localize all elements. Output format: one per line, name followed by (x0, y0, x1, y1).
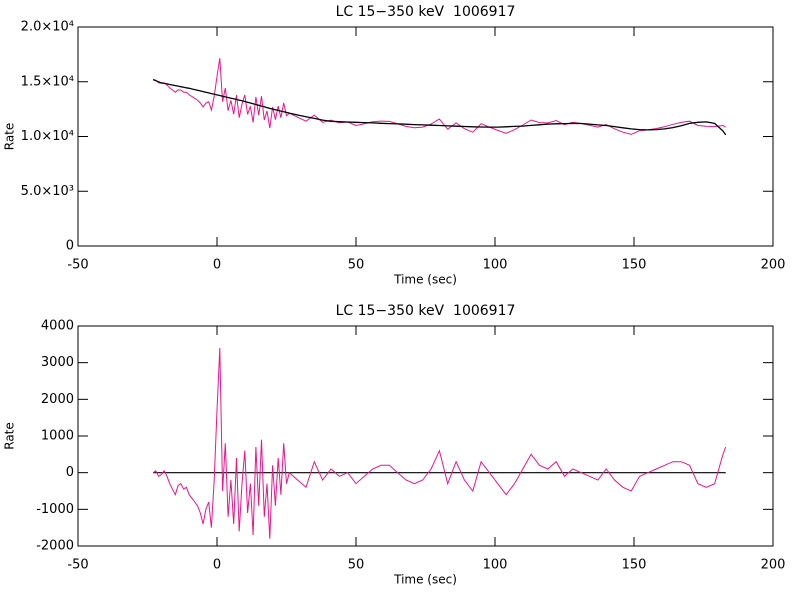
x-tick-label: 100 (483, 258, 508, 273)
x-tick-label: 100 (483, 558, 508, 573)
x-tick-label: -50 (67, 258, 88, 273)
y-tick-label: 1.5×10⁴ (21, 74, 74, 89)
y-tick-label: -1000 (36, 502, 74, 517)
y-tick-label: 0 (66, 239, 74, 254)
x-tick-label: 50 (348, 558, 365, 573)
x-tick-label: 50 (348, 258, 365, 273)
y-tick-label: -2000 (36, 539, 74, 554)
series-line (153, 58, 726, 135)
y-axis-label: Rate (3, 422, 17, 450)
x-tick-label: 150 (622, 558, 647, 573)
chart-title: LC 15−350 keV 1006917 (336, 303, 516, 319)
y-tick-label: 1.0×10⁴ (21, 129, 74, 144)
y-axis-label: Rate (3, 123, 17, 151)
chart-title: LC 15−350 keV 1006917 (336, 4, 516, 20)
y-tick-label: 5.0×10³ (21, 184, 74, 199)
y-tick-label: 2000 (41, 392, 74, 407)
y-tick-label: 3000 (41, 355, 74, 370)
x-tick-label: 150 (622, 258, 647, 273)
y-tick-label: 0 (66, 465, 74, 480)
series-line (152, 347, 727, 539)
x-tick-label: 0 (213, 258, 221, 273)
x-tick-label: -50 (67, 558, 88, 573)
y-tick-label: 1000 (41, 429, 74, 444)
x-tick-label: 200 (761, 258, 786, 273)
x-tick-label: 200 (761, 558, 786, 573)
y-tick-label: 2.0×10⁴ (21, 20, 74, 35)
series-line (152, 78, 727, 136)
x-tick-label: 0 (213, 558, 221, 573)
x-axis-label: Time (sec) (393, 573, 457, 587)
y-tick-label: 4000 (41, 319, 74, 334)
x-axis-label: Time (sec) (393, 273, 457, 287)
